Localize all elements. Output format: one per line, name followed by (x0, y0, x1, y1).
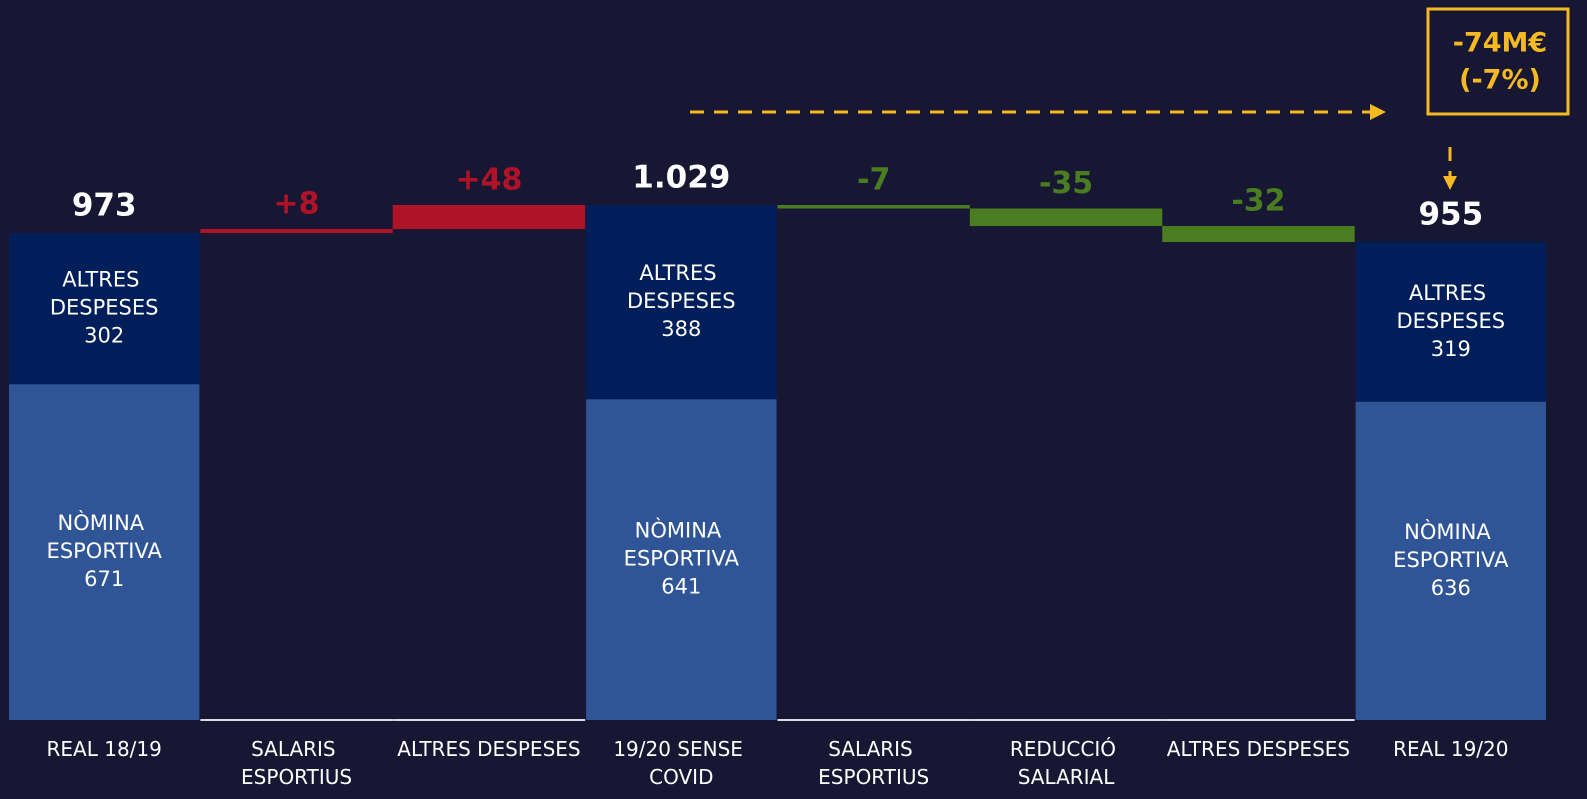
x-tick-label: REAL 19/20 (1393, 737, 1508, 761)
annotation-text: -74M€ (1453, 28, 1547, 59)
change-bar (200, 229, 393, 234)
change-bar (1162, 226, 1355, 243)
change-label: +48 (455, 163, 522, 198)
segment-value: 388 (661, 317, 701, 341)
total-label: 955 (1418, 197, 1483, 233)
annotation-text: (-7%) (1459, 65, 1541, 96)
change-label: -7 (857, 163, 890, 198)
change-bar (777, 205, 970, 209)
x-tick-label: ALTRES DESPESES (397, 737, 580, 761)
segment-name: NÒMINA ESPORTIVA (624, 518, 740, 571)
bar-segment (9, 233, 200, 385)
segment-name: ALTRES DESPESES (1396, 281, 1505, 333)
segment-name: NÒMINA ESPORTIVA (47, 510, 163, 563)
x-tick-label: SALARIS ESPORTIUS (241, 737, 352, 789)
bar-segment (586, 399, 777, 720)
arrow-head (1370, 104, 1386, 120)
x-tick-label: REAL 18/19 (47, 737, 162, 761)
segment-value: 319 (1431, 337, 1471, 361)
change-label: -35 (1039, 166, 1093, 201)
arrow-head (1443, 176, 1457, 190)
bar-segment (9, 384, 200, 720)
segment-value: 636 (1431, 576, 1471, 600)
change-bar (392, 205, 586, 230)
segment-value: 671 (84, 567, 124, 591)
x-tick-label: 19/20 SENSE COVID (613, 737, 749, 789)
segment-name: NÒMINA ESPORTIVA (1393, 519, 1509, 572)
total-label: 1.029 (632, 160, 730, 196)
segment-name: ALTRES DESPESES (627, 261, 736, 313)
x-tick-label: REDUCCIÓ SALARIAL (1010, 737, 1123, 789)
bar-segment (1355, 401, 1546, 720)
x-tick-label: SALARIS ESPORTIUS (818, 737, 929, 789)
segment-value: 302 (84, 324, 124, 348)
change-label: -32 (1231, 184, 1285, 219)
bar-segment (586, 205, 777, 400)
change-label: +8 (274, 187, 320, 222)
bar-segment (1355, 242, 1546, 402)
change-bar (969, 208, 1163, 227)
segment-value: 641 (661, 575, 701, 599)
segment-name: ALTRES DESPESES (50, 268, 159, 320)
x-tick-label: ALTRES DESPESES (1167, 737, 1350, 761)
annotation-box (1426, 7, 1570, 116)
total-label: 973 (72, 188, 137, 224)
